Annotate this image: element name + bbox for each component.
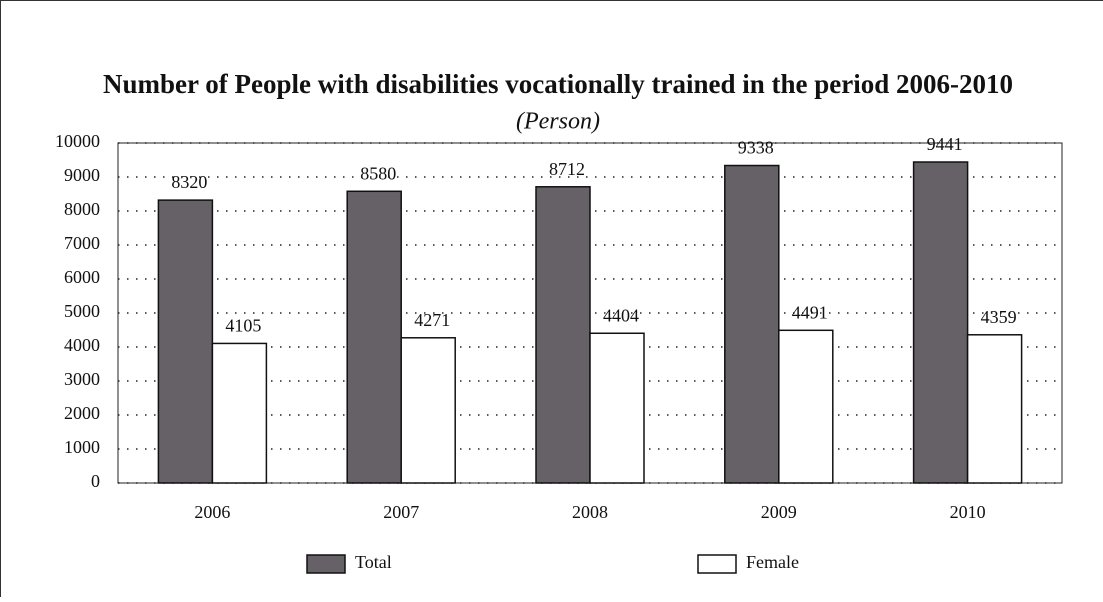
x-tick-label: 2008 [572, 502, 608, 522]
legend-swatch [697, 554, 737, 574]
y-tick-label: 1000 [64, 437, 100, 457]
y-tick-label: 4000 [64, 335, 100, 355]
bar [535, 186, 591, 484]
value-label: 4271 [414, 310, 450, 330]
value-label: 9441 [927, 134, 963, 154]
x-tick-label: 2007 [383, 502, 419, 522]
y-tick-label: 5000 [64, 301, 100, 321]
value-label: 9338 [738, 138, 774, 158]
y-tick-label: 6000 [64, 267, 100, 287]
x-tick-label: 2009 [761, 502, 797, 522]
y-tick-label: 0 [91, 471, 100, 491]
legend-label: Total [355, 552, 392, 572]
value-label: 8320 [171, 172, 207, 192]
legend-swatch [306, 554, 346, 574]
y-tick-label: 8000 [64, 199, 100, 219]
value-label: 8580 [360, 163, 396, 183]
y-tick-label: 9000 [64, 165, 100, 185]
y-tick-label: 3000 [64, 369, 100, 389]
value-label: 4491 [792, 302, 828, 322]
bar [778, 329, 834, 484]
bar [346, 190, 402, 484]
y-tick-label: 2000 [64, 403, 100, 423]
value-label: 4359 [981, 307, 1017, 327]
y-tick-label: 10000 [55, 131, 100, 151]
chart-subtitle: (Person) [516, 109, 600, 135]
bar [589, 332, 645, 484]
y-tick-label: 7000 [64, 233, 100, 253]
value-label: 4404 [603, 305, 639, 325]
bar [157, 199, 214, 484]
chart-title: Number of People with disabilities vocat… [103, 69, 1013, 99]
bar [912, 161, 969, 484]
x-tick-label: 2006 [194, 502, 230, 522]
bar [724, 164, 780, 484]
bar [211, 342, 268, 484]
bar [400, 337, 456, 484]
legend-label: Female [746, 552, 799, 572]
bar [966, 334, 1023, 484]
value-label: 8712 [549, 159, 585, 179]
value-label: 4105 [225, 316, 261, 336]
x-tick-label: 2010 [950, 502, 986, 522]
